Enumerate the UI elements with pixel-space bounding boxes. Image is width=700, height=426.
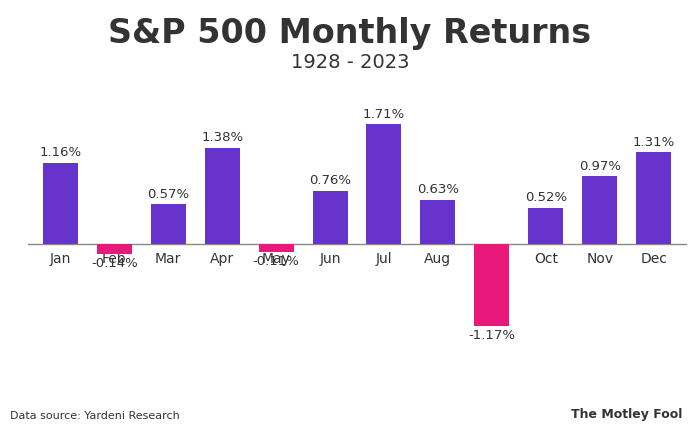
Text: S&P 500 Monthly Returns: S&P 500 Monthly Returns [108, 17, 592, 50]
Bar [528, 207, 564, 244]
Text: -0.11%: -0.11% [253, 255, 300, 268]
Text: 0.57%: 0.57% [147, 188, 189, 201]
Text: -1.17%: -1.17% [468, 329, 515, 343]
Bar [204, 147, 239, 244]
Text: Data source: Yardeni Research: Data source: Yardeni Research [10, 411, 181, 421]
Text: 1.16%: 1.16% [39, 147, 81, 159]
Bar [97, 244, 132, 254]
Text: 0.97%: 0.97% [579, 160, 621, 173]
Text: The Motley Fool: The Motley Fool [571, 408, 682, 421]
Bar [636, 153, 671, 244]
Bar [150, 204, 186, 244]
Text: 1928 - 2023: 1928 - 2023 [290, 53, 410, 72]
Text: 0.76%: 0.76% [309, 174, 351, 187]
Bar [312, 191, 348, 244]
Text: 1.71%: 1.71% [363, 108, 405, 121]
Text: -0.14%: -0.14% [91, 257, 138, 271]
Text: 1.38%: 1.38% [201, 131, 243, 144]
Text: 0.63%: 0.63% [417, 184, 459, 196]
Bar [258, 244, 293, 252]
Bar [475, 244, 510, 326]
Text: 0.52%: 0.52% [525, 191, 567, 204]
Bar [421, 200, 456, 244]
Bar [43, 163, 78, 244]
Bar [582, 176, 617, 244]
Bar [366, 124, 402, 244]
Text: 1.31%: 1.31% [633, 136, 675, 149]
